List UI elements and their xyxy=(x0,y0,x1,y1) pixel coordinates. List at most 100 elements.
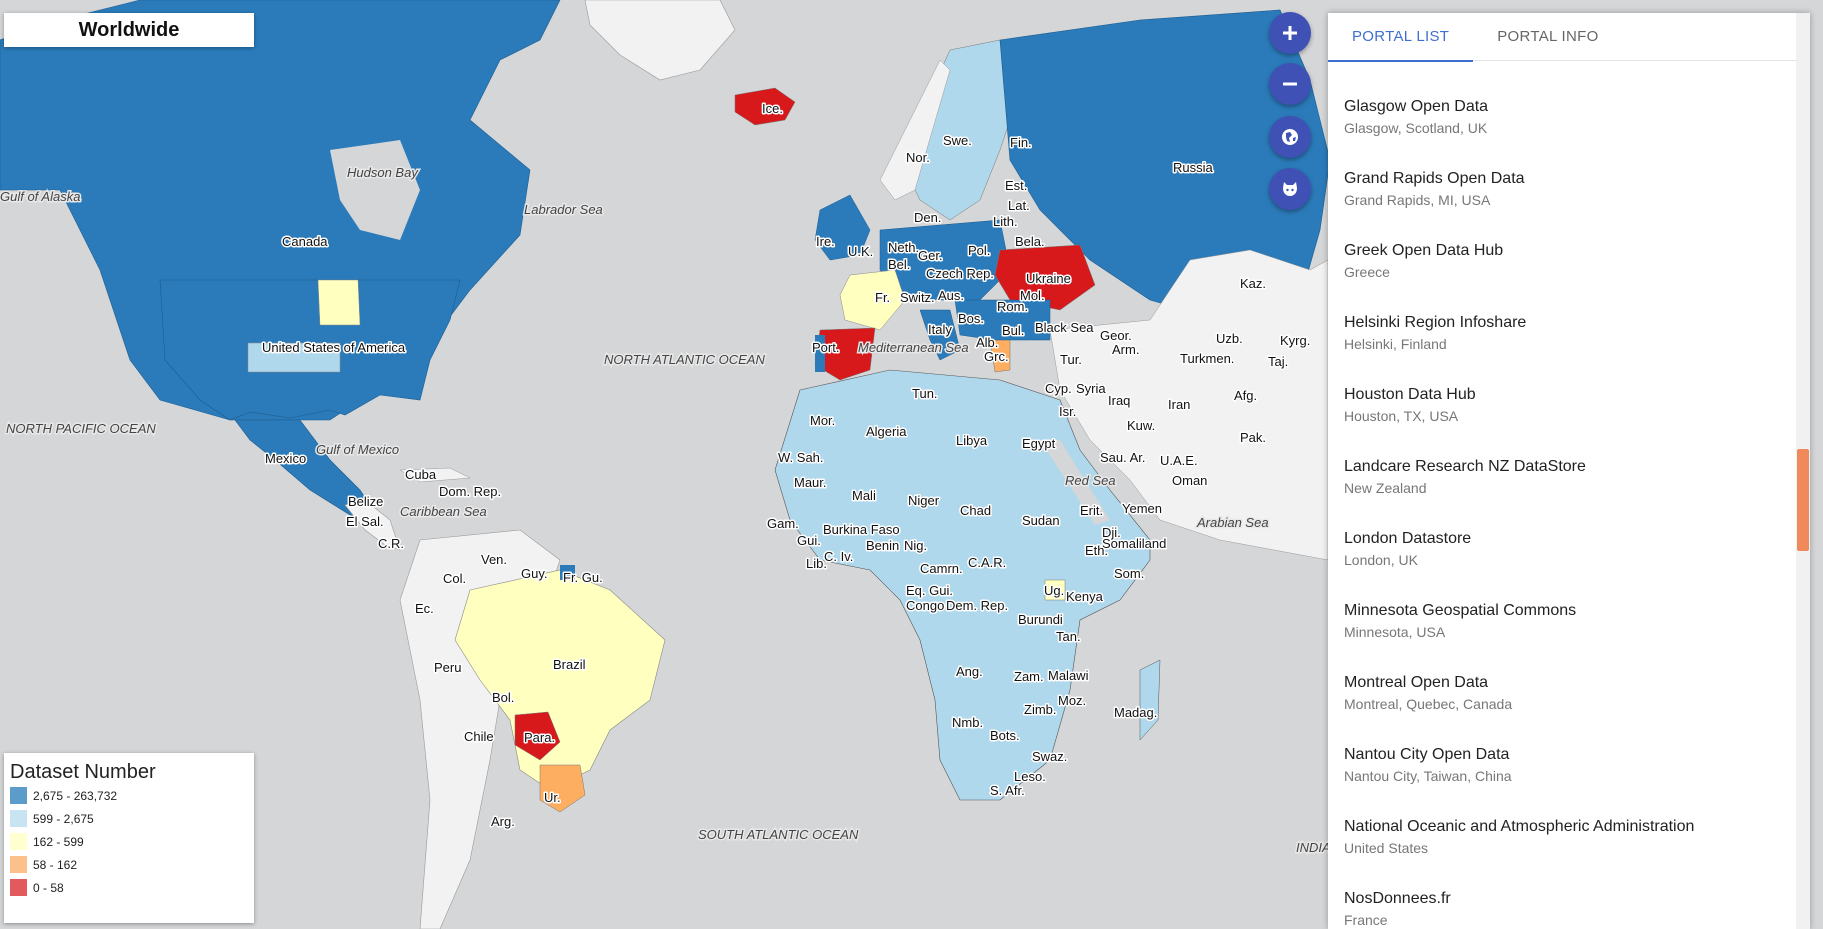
country-label: Lith. xyxy=(993,214,1018,229)
country-label: Kenya xyxy=(1066,589,1104,604)
portal-name: NosDonnees.fr xyxy=(1344,890,1451,907)
italy-region xyxy=(919,309,961,361)
portal-list-item[interactable]: NosDonnees.fr France xyxy=(1328,877,1796,929)
country-label: Uzb. xyxy=(1216,331,1243,346)
central-america xyxy=(344,499,401,551)
portal-name: National Oceanic and Atmospheric Adminis… xyxy=(1344,818,1695,835)
uruguay-region xyxy=(539,764,586,813)
country-label: Mali xyxy=(852,488,876,503)
country-label: Gam. xyxy=(767,516,799,531)
legend-swatch xyxy=(10,879,27,896)
greenland-region xyxy=(584,0,736,81)
sea-label: Arabian Sea xyxy=(1196,515,1269,530)
country-label: Somaliland xyxy=(1102,536,1166,551)
sea-label: Gulf of Mexico xyxy=(316,442,399,457)
country-label: Ice. xyxy=(762,101,783,116)
country-label: Ukraine xyxy=(1026,271,1071,286)
legend-swatch xyxy=(10,856,27,873)
portal-list: Glasgow Open Data Glasgow, Scotland, UK … xyxy=(1328,85,1796,929)
portal-list-item[interactable]: Landcare Research NZ DataStore New Zeala… xyxy=(1328,445,1796,517)
country-label: S. Afr. xyxy=(990,783,1025,798)
country-label: Kuw. xyxy=(1127,418,1155,433)
portal-list-scrollbar[interactable] xyxy=(1796,13,1810,929)
country-label: Swe. xyxy=(943,133,972,148)
ocean-label: NORTH PACIFIC OCEAN xyxy=(6,421,156,436)
country-label: Italy xyxy=(928,322,952,337)
country-label: Tan. xyxy=(1056,629,1081,644)
country-label: Isr. xyxy=(1059,404,1076,419)
country-label: Chad xyxy=(960,503,991,518)
scrollbar-thumb[interactable] xyxy=(1797,449,1809,551)
portal-name: Minnesota Geospatial Commons xyxy=(1344,602,1577,619)
country-label: Rom. xyxy=(997,299,1028,314)
legend-swatch xyxy=(10,810,27,827)
github-button[interactable] xyxy=(1269,168,1311,210)
legend-label: 58 - 162 xyxy=(33,857,78,872)
portal-list-item[interactable]: Minnesota Geospatial Commons Minnesota, … xyxy=(1328,589,1796,661)
country-label: Bol. xyxy=(492,690,514,705)
country-label: Arg. xyxy=(491,814,515,829)
plus-icon xyxy=(1283,26,1297,40)
country-label: Fr. xyxy=(875,290,890,305)
country-label: Nmb. xyxy=(952,715,983,730)
country-label: Gui. xyxy=(797,533,821,548)
country-label: Aus. xyxy=(938,288,964,303)
country-label: Maur. xyxy=(794,475,827,490)
country-label: Switz. xyxy=(900,290,935,305)
country-label: Czech Rep. xyxy=(926,266,994,281)
sea-label: Caribbean Sea xyxy=(400,504,487,519)
legend-label: 2,675 - 263,732 xyxy=(33,788,118,803)
country-label: W. Sah. xyxy=(778,450,824,465)
country-label: Pak. xyxy=(1240,430,1266,445)
country-label: Swaz. xyxy=(1032,749,1067,764)
country-label: Algeria xyxy=(866,424,907,439)
country-label: Kaz. xyxy=(1240,276,1266,291)
legend-item: 162 - 599 xyxy=(4,830,254,853)
portal-list-item[interactable]: Greek Open Data Hub Greece xyxy=(1328,229,1796,301)
portal-panel: PORTAL LIST PORTAL INFO Glasgow Open Dat… xyxy=(1328,13,1810,929)
country-label: Eq. Gui. xyxy=(906,583,953,598)
ocean-label: INDIA xyxy=(1296,840,1331,855)
country-label: Ire. xyxy=(816,234,835,249)
tab-portal-list[interactable]: PORTAL LIST xyxy=(1328,13,1474,62)
portal-name: Grand Rapids Open Data xyxy=(1344,170,1525,187)
portal-list-item[interactable]: Glasgow Open Data Glasgow, Scotland, UK xyxy=(1328,85,1796,157)
portal-list-item[interactable]: National Oceanic and Atmospheric Adminis… xyxy=(1328,805,1796,877)
tab-portal-info[interactable]: PORTAL INFO xyxy=(1497,28,1599,45)
country-label: Tur. xyxy=(1060,352,1082,367)
country-label: Dom. Rep. xyxy=(439,484,501,499)
country-label: Grc. xyxy=(984,349,1009,364)
country-label: Peru xyxy=(434,660,461,675)
country-label: Ven. xyxy=(481,552,507,567)
hudson-bay xyxy=(330,140,420,240)
portal-location: Montreal, Quebec, Canada xyxy=(1344,696,1513,712)
usa-state-light xyxy=(247,342,341,373)
portal-list-item[interactable]: London Datastore London, UK xyxy=(1328,517,1796,589)
ocean-label: SOUTH ATLANTIC OCEAN xyxy=(698,827,859,842)
portal-list-item[interactable]: Houston Data Hub Houston, TX, USA xyxy=(1328,373,1796,445)
portal-name: Greek Open Data Hub xyxy=(1344,242,1504,259)
minus-icon xyxy=(1283,82,1297,86)
madagascar-region xyxy=(1139,659,1161,741)
country-label: C.R. xyxy=(378,536,404,551)
github-icon xyxy=(1283,182,1297,196)
portal-location: London, UK xyxy=(1344,552,1418,568)
portal-list-item[interactable]: Montreal Open Data Montreal, Quebec, Can… xyxy=(1328,661,1796,733)
country-label: Cuba xyxy=(405,467,437,482)
portal-list-item[interactable]: Nantou City Open Data Nantou City, Taiwa… xyxy=(1328,733,1796,805)
scandinavia xyxy=(899,39,1021,221)
country-label: Turkmen. xyxy=(1180,351,1234,366)
country-label: Sudan xyxy=(1022,513,1060,528)
country-label: U.K. xyxy=(848,244,873,259)
portal-list-item[interactable]: Helsinki Region Infoshare Helsinki, Finl… xyxy=(1328,301,1796,373)
zoom-in-button[interactable] xyxy=(1269,12,1311,54)
country-label: Ec. xyxy=(415,601,434,616)
country-label: Neth. xyxy=(888,240,919,255)
country-label: Dem. Rep. xyxy=(946,598,1008,613)
france-region xyxy=(839,269,906,331)
zoom-out-button[interactable] xyxy=(1269,63,1311,105)
reset-view-button[interactable] xyxy=(1269,116,1311,158)
sea-label: Red Sea xyxy=(1065,473,1116,488)
map-title: Worldwide xyxy=(4,13,254,47)
portal-list-item[interactable]: Grand Rapids Open Data Grand Rapids, MI,… xyxy=(1328,157,1796,229)
